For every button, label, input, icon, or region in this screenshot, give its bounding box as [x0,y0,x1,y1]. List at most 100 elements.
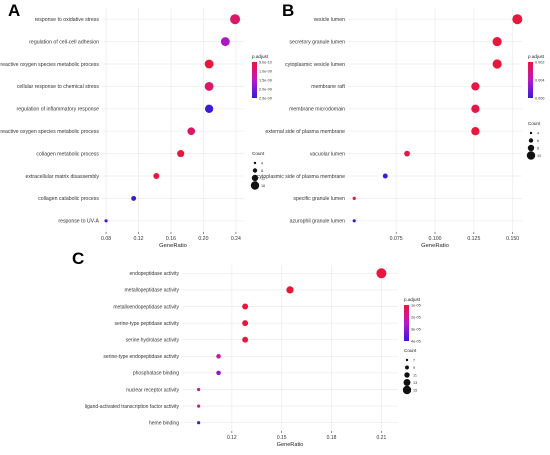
size-legend-label: 13 [413,381,417,385]
data-point [382,173,388,179]
y-tick-label: regulation of inflammatory response [17,107,100,113]
y-tick-label: heme binding [149,421,179,427]
x-tick-label: 0.24 [231,236,241,242]
x-tick-label: 0.12 [227,435,237,441]
size-legend-label: 10 [537,154,541,158]
y-tick-label: metalloendopeptidase activity [113,304,179,310]
y-tick-label: response to UV-A [58,219,99,225]
size-legend-dot [251,174,259,182]
data-point [197,404,201,408]
size-legend-dot [405,365,409,370]
size-legend-label: 6 [537,139,539,143]
x-tick-label: 0.08 [101,236,111,242]
size-legend-label: 16 [261,184,265,188]
data-point [376,268,387,279]
data-point [204,81,214,91]
y-tick-label: cytoplasmic vesicle lumen [285,62,345,68]
color-legend-label: 2e-05 [411,316,421,320]
size-legend-dot [526,151,536,160]
size-legend-dot [528,138,534,143]
y-tick-label: external side of plasma membrane [265,129,345,135]
size-legend-dot [403,379,411,386]
size-legend-dot [253,161,257,165]
data-point [404,150,410,157]
size-legend-label: 7 [413,358,415,362]
y-tick-label: reactive oxygen species metabolic proces… [0,62,99,68]
size-legend-dot [402,385,412,395]
y-tick-label: ligand-activated transcription factor ac… [85,404,180,410]
y-tick-label: vesicle lumen [314,17,346,23]
data-point [197,421,201,425]
data-point [242,336,249,343]
size-legend-label: 4 [261,161,263,165]
color-legend-bar [404,305,409,341]
x-tick-label: 0.125 [467,236,480,242]
color-legend-label: 1.0e-09 [259,70,272,74]
size-legend-label: 8 [261,169,263,173]
y-tick-label: collagen catabolic process [38,196,99,202]
y-tick-label: regulation of cell-cell adhesion [29,39,99,45]
y-tick-label: collagen metabolic process [36,151,99,157]
data-point [230,14,241,25]
y-tick-label: cytoplasmic side of plasma membrane [257,174,345,180]
panel-label: B [282,1,294,20]
y-tick-label: vacuolar lumen [310,151,345,157]
data-point [471,127,480,136]
color-legend-label: 0.004 [535,79,545,83]
size-legend-label: 9 [413,366,415,370]
x-tick-label: 0.100 [429,236,442,242]
data-point [187,127,196,136]
data-point [197,387,201,392]
y-tick-label: extracellular matrix disassembly [25,174,99,180]
y-tick-label: serine-type endopeptidase activity [103,354,179,360]
size-legend-title: Count [528,121,541,126]
data-point [104,219,108,223]
y-tick-label: serine hydrolase activity [126,338,180,344]
size-legend-label: 15 [413,388,417,392]
size-legend-title: Count [252,151,265,156]
y-tick-label: regulation of reactive oxygen species me… [0,129,99,135]
data-point [512,14,523,25]
size-legend-dot [529,131,533,135]
x-axis-label: GeneRatio [421,243,449,249]
data-point [242,320,249,327]
color-legend-label: 2.5e-09 [259,97,272,101]
data-point [492,59,502,69]
color-legend-label: 4e-05 [411,340,421,344]
color-legend-label: 1e-05 [411,304,421,308]
color-legend-label: 3e-05 [411,328,421,332]
x-tick-label: 0.20 [198,236,208,242]
color-legend-bar [252,62,257,98]
y-tick-label: cellular response to chemical stress [17,84,100,90]
x-axis-label: GeneRatio [277,442,304,448]
size-legend-label: 4 [537,131,539,135]
data-point [177,150,185,158]
color-legend-title: p.adjust [252,54,269,59]
data-point [216,354,221,359]
plot-area [102,8,244,232]
x-tick-label: 0.21 [377,435,387,441]
data-point [220,37,230,47]
data-point [131,195,137,201]
data-point [204,59,214,69]
y-tick-label: secretory granule lumen [289,39,345,45]
color-legend-label: 2.0e-09 [259,88,272,92]
x-tick-label: 0.12 [133,236,143,242]
y-tick-label: nuclear receptor activity [126,387,179,393]
x-tick-label: 0.150 [506,236,519,242]
y-tick-label: phosphatase binding [133,371,179,377]
data-point [204,104,214,113]
color-legend-label: 0.006 [535,97,545,101]
data-point [242,303,249,310]
size-legend-dot [404,372,410,378]
y-tick-label: membrane microdomain [289,107,345,113]
data-point [286,286,294,294]
data-point [216,370,221,376]
y-tick-label: response to oxidative stress [35,17,100,23]
size-legend-dot [405,358,409,362]
